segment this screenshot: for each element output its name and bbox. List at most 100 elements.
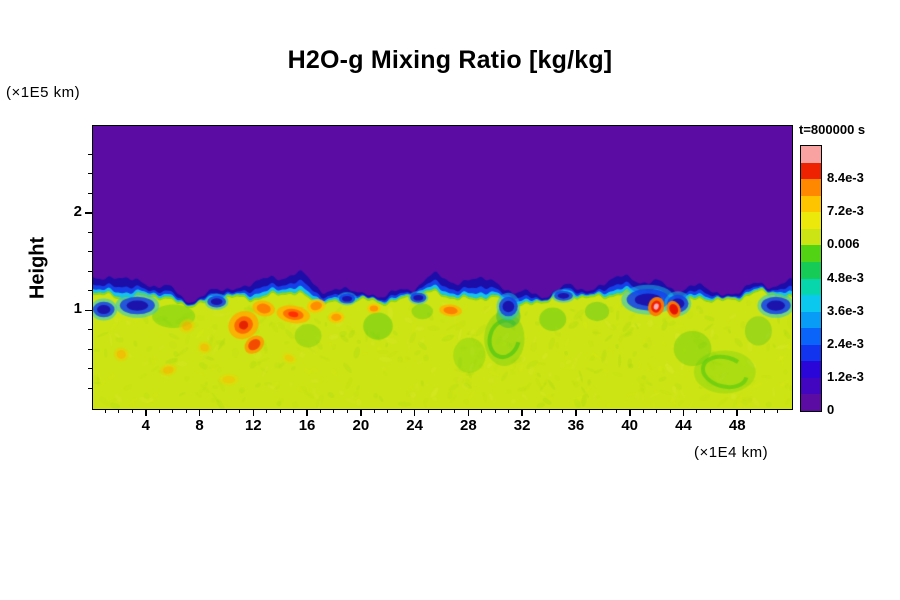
x-minor-tick — [387, 410, 389, 413]
x-tick-label: 20 — [352, 417, 370, 434]
x-minor-tick — [333, 410, 335, 413]
y-minor-tick — [88, 251, 92, 253]
x-tick — [413, 410, 416, 416]
x-minor-tick — [494, 410, 496, 413]
x-tick — [252, 410, 255, 416]
x-minor-tick — [642, 410, 644, 413]
y-axis-unit-label: (×1E5 km) — [6, 84, 81, 101]
x-tick-label: 40 — [621, 417, 639, 434]
x-tick-label: 36 — [567, 417, 585, 434]
x-minor-tick — [696, 410, 698, 413]
y-minor-tick — [88, 348, 92, 350]
colorbar — [800, 145, 822, 412]
colorbar-segment — [801, 228, 821, 246]
y-minor-tick — [88, 387, 92, 389]
plot-area — [92, 125, 793, 410]
x-minor-tick — [750, 410, 752, 413]
x-minor-tick — [656, 410, 658, 413]
x-minor-tick — [104, 410, 106, 413]
colorbar-segment — [801, 344, 821, 362]
colorbar-segment — [801, 195, 821, 213]
colorbar-segment — [801, 361, 821, 378]
x-tick — [575, 410, 577, 416]
y-minor-tick — [88, 290, 92, 292]
x-tick-label: 28 — [460, 417, 477, 434]
colorbar-segment — [801, 179, 821, 196]
colorbar-segment — [801, 311, 821, 329]
x-tick-label: 4 — [141, 417, 150, 434]
x-minor-tick — [602, 410, 604, 413]
x-minor-tick — [561, 410, 563, 413]
x-minor-tick — [279, 410, 281, 413]
y-tick — [85, 309, 92, 312]
x-minor-tick — [212, 410, 214, 413]
colorbar-tick-label: 2.4e-3 — [827, 335, 864, 351]
colorbar-segment — [801, 377, 821, 395]
x-minor-tick — [669, 410, 671, 413]
y-tick — [85, 212, 92, 214]
x-tick-label: 16 — [298, 417, 316, 434]
x-tick — [467, 410, 470, 416]
y-minor-tick — [88, 231, 92, 233]
x-minor-tick — [346, 410, 348, 413]
colorbar-tick-label: 3.6e-3 — [827, 302, 864, 318]
x-minor-tick — [535, 410, 537, 413]
x-tick-label: 48 — [728, 417, 746, 434]
x-minor-tick — [481, 410, 483, 413]
x-tick-label: 24 — [406, 417, 423, 434]
x-minor-tick — [615, 410, 617, 413]
x-minor-tick — [158, 410, 160, 413]
x-tick — [198, 410, 201, 416]
x-tick — [145, 410, 147, 416]
y-minor-tick — [88, 173, 92, 175]
x-minor-tick — [709, 410, 711, 413]
colorbar-segment — [801, 328, 821, 345]
y-axis-label: Height — [26, 236, 49, 300]
x-minor-tick — [225, 410, 227, 413]
x-minor-tick — [172, 410, 174, 413]
x-minor-tick — [373, 410, 375, 413]
x-tick — [628, 410, 631, 416]
colorbar-time-label: t=800000 s — [799, 122, 866, 137]
heatmap-canvas — [93, 126, 792, 409]
x-tick-label: 44 — [675, 417, 692, 434]
x-minor-tick — [185, 410, 187, 413]
x-minor-tick — [441, 410, 442, 413]
colorbar-tick-label: 7.2e-3 — [827, 203, 864, 219]
colorbar-segment — [801, 261, 821, 279]
chart-title: H2O-g Mixing Ratio [kg/kg] — [287, 46, 613, 74]
x-minor-tick — [548, 410, 550, 413]
x-minor-tick — [239, 410, 241, 413]
colorbar-tick-label: 1.2e-3 — [827, 368, 864, 384]
x-minor-tick — [723, 410, 725, 413]
y-tick-label: 1 — [73, 300, 82, 318]
x-tick — [736, 410, 739, 416]
x-minor-tick — [777, 410, 779, 413]
colorbar-segment — [801, 212, 821, 229]
x-minor-tick — [293, 410, 295, 413]
colorbar-tick-label: 0.006 — [827, 236, 860, 252]
x-tick — [682, 410, 685, 416]
colorbar-segment — [801, 245, 821, 262]
colorbar-tick-label: 8.4e-3 — [827, 170, 864, 186]
y-minor-tick — [88, 192, 92, 194]
colorbar-tick-label: 4.8e-3 — [827, 269, 864, 285]
x-tick-label: 12 — [244, 417, 262, 434]
x-axis-unit-label: (×1E4 km) — [694, 444, 769, 461]
x-minor-tick — [320, 410, 322, 413]
y-minor-tick — [88, 270, 92, 272]
colorbar-segment — [801, 278, 821, 296]
colorbar-segment — [801, 162, 821, 180]
x-minor-tick — [118, 410, 120, 413]
x-minor-tick — [508, 410, 510, 413]
y-minor-tick — [88, 329, 92, 331]
x-tick-label: 32 — [513, 417, 531, 434]
colorbar-tick-label: 0 — [827, 402, 835, 417]
y-tick-label: 2 — [73, 202, 82, 220]
y-minor-tick — [88, 153, 92, 155]
x-minor-tick — [400, 410, 402, 413]
colorbar-segment — [801, 394, 821, 411]
x-minor-tick — [763, 410, 765, 413]
x-tick — [306, 410, 308, 416]
colorbar-segment — [801, 146, 821, 163]
